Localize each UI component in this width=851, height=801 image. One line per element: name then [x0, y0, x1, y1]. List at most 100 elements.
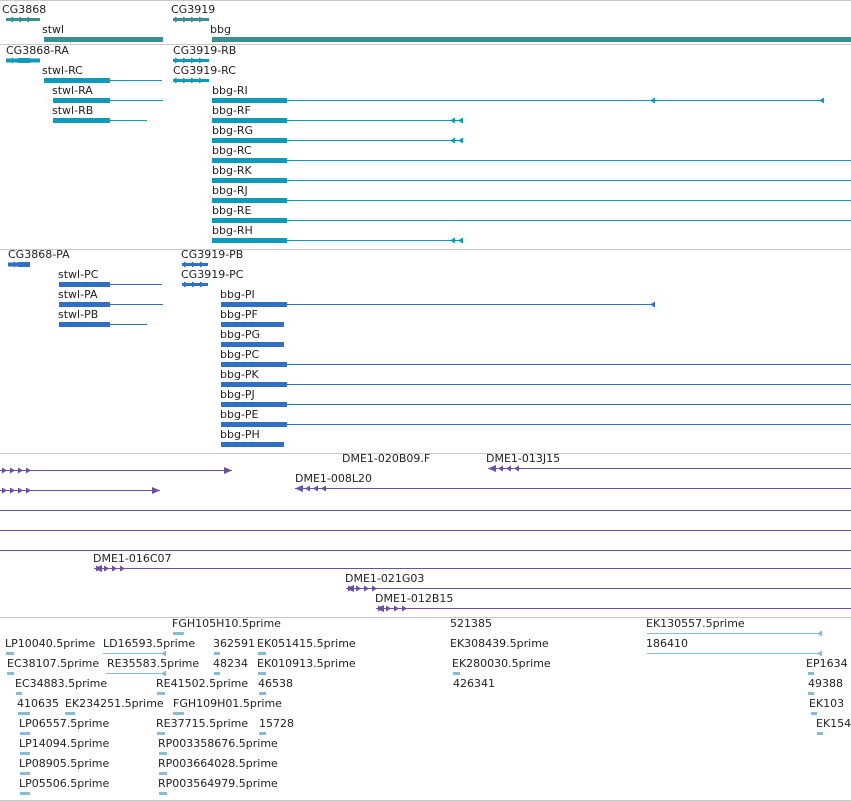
- feature-re37715-5prime[interactable]: RE37715.5prime: [0, 717, 851, 737]
- strand-arrow: [231, 361, 236, 368]
- feature-label: bbg-PK: [220, 368, 259, 381]
- feature-410635[interactable]: 410635: [0, 697, 851, 717]
- strand-arrow: [61, 321, 66, 328]
- feature-bbg-re[interactable]: bbg-RE: [0, 204, 851, 224]
- feature-bbg-rg[interactable]: bbg-RG: [0, 124, 851, 144]
- feature-ek051415-5prime[interactable]: EK051415.5prime: [0, 637, 851, 657]
- feature-bbg-rh[interactable]: bbg-RH: [0, 224, 851, 244]
- feature-dme1-012b15[interactable]: DME1-012B15: [0, 592, 851, 612]
- feature-cg3919-pb[interactable]: CG3919-PB: [0, 248, 851, 268]
- feature-lp08905-5prime[interactable]: LP08905.5prime: [0, 757, 851, 777]
- feature-dme1-020b09-f[interactable]: DME1-020B09.F: [0, 452, 851, 472]
- feature-label: bbg-PC: [220, 348, 260, 361]
- feature-bbg-rf[interactable]: bbg-RF: [0, 104, 851, 124]
- feature-re41502-5prime[interactable]: RE41502.5prime: [0, 677, 851, 697]
- feature-521385[interactable]: 521385: [0, 617, 851, 637]
- feature-bbg-rj[interactable]: bbg-RJ: [0, 184, 851, 204]
- feature-ek280030-5prime[interactable]: EK280030.5prime: [0, 657, 851, 677]
- feature-lp06557-5prime[interactable]: LP06557.5prime: [0, 717, 851, 737]
- feature-bbg-ri[interactable]: bbg-RI: [0, 84, 851, 104]
- strand-arrow: [77, 281, 82, 288]
- feature-bbg-pc[interactable]: bbg-PC: [0, 348, 851, 368]
- exon-block: [453, 672, 460, 675]
- feature-ek103[interactable]: EK103: [0, 697, 851, 717]
- feature-glyph: [6, 652, 14, 655]
- feature-ek308439-5prime[interactable]: EK308439.5prime: [0, 637, 851, 657]
- feature-fgh105h10-5prime[interactable]: FGH105H10.5prime: [0, 617, 851, 637]
- feature-lp10040-5prime[interactable]: LP10040.5prime: [0, 637, 851, 657]
- feature-bbg-pk[interactable]: bbg-PK: [0, 368, 851, 388]
- feature-stwl-ra[interactable]: stwl-RA: [0, 84, 851, 104]
- feature-bbg-pf[interactable]: bbg-PF: [0, 308, 851, 328]
- feature-glyph: [647, 650, 822, 657]
- feature-unlabeled[interactable]: [0, 454, 851, 474]
- exon-block: [221, 322, 284, 327]
- strand-arrow: [247, 421, 252, 428]
- feature-unlabeled[interactable]: [0, 494, 851, 514]
- feature-lp05506-5prime[interactable]: LP05506.5prime: [0, 777, 851, 797]
- feature-bbg-pe[interactable]: bbg-PE: [0, 408, 851, 428]
- feature-rp003358676-5prime[interactable]: RP003358676.5prime: [0, 737, 851, 757]
- feature-rp003564979-5prime[interactable]: RP003564979.5prime: [0, 777, 851, 797]
- feature-dme1-021g03[interactable]: DME1-021G03: [0, 572, 851, 592]
- feature-bbg-pg[interactable]: bbg-PG: [0, 328, 851, 348]
- feature-ec38107-5prime[interactable]: EC38107.5prime: [0, 657, 851, 677]
- strand-arrow: [77, 301, 82, 308]
- feature-fgh109h01-5prime[interactable]: FGH109H01.5prime: [0, 697, 851, 717]
- feature-dme1-016c07[interactable]: DME1-016C07: [0, 552, 851, 572]
- feature-ek154[interactable]: EK154: [0, 717, 851, 737]
- feature-ep1634[interactable]: EP1634: [0, 657, 851, 677]
- feature-cg3919-pc[interactable]: CG3919-PC: [0, 268, 851, 288]
- feature-bbg-ph[interactable]: bbg-PH: [0, 428, 851, 448]
- feature-lp14094-5prime[interactable]: LP14094.5prime: [0, 737, 851, 757]
- intron-line: [287, 240, 461, 241]
- feature-stwl[interactable]: stwl: [0, 23, 851, 43]
- strand-arrow: [175, 57, 180, 64]
- feature-cg3919-rb[interactable]: CG3919-RB: [0, 44, 851, 64]
- feature-cg3868-pa[interactable]: CG3868-PA: [0, 248, 851, 268]
- feature-stwl-pb[interactable]: stwl-PB: [0, 308, 851, 328]
- feature-bbg-rc[interactable]: bbg-RC: [0, 144, 851, 164]
- feature-49388[interactable]: 49388: [0, 677, 851, 697]
- feature-dme1-008l20[interactable]: DME1-008L20: [0, 472, 851, 492]
- feature-46538[interactable]: 46538: [0, 677, 851, 697]
- feature-unlabeled[interactable]: [0, 534, 851, 554]
- feature-ek130557-5prime[interactable]: EK130557.5prime: [0, 617, 851, 637]
- feature-cg3868[interactable]: CG3868: [0, 3, 851, 23]
- feature-stwl-rc[interactable]: stwl-RC: [0, 64, 851, 84]
- feature-stwl-rb[interactable]: stwl-RB: [0, 104, 851, 124]
- feature-unlabeled[interactable]: [0, 514, 851, 534]
- feature-glyph: [7, 672, 14, 675]
- feature-bbg-pj[interactable]: bbg-PJ: [0, 388, 851, 408]
- feature-glyph: [488, 465, 851, 472]
- feature-rp003664028-5prime[interactable]: RP003664028.5prime: [0, 757, 851, 777]
- feature-cg3919[interactable]: CG3919: [0, 3, 851, 23]
- feature-unlabeled[interactable]: [0, 474, 851, 494]
- feature-stwl-pc[interactable]: stwl-PC: [0, 268, 851, 288]
- feature-426341[interactable]: 426341: [0, 677, 851, 697]
- feature-glyph: [65, 712, 75, 715]
- intron-line: [287, 364, 851, 365]
- feature-362591[interactable]: 362591: [0, 637, 851, 657]
- feature-bbg-pi[interactable]: bbg-PI: [0, 288, 851, 308]
- feature-ek010913-5prime[interactable]: EK010913.5prime: [0, 657, 851, 677]
- feature-186410[interactable]: 186410: [0, 637, 851, 657]
- feature-dme1-013j15[interactable]: DME1-013J15: [0, 452, 851, 472]
- exon-block: [258, 652, 266, 655]
- feature-15728[interactable]: 15728: [0, 717, 851, 737]
- feature-ek234251-5prime[interactable]: EK234251.5prime: [0, 697, 851, 717]
- feature-48234[interactable]: 48234: [0, 657, 851, 677]
- feature-ec34883-5prime[interactable]: EC34883.5prime: [0, 677, 851, 697]
- feature-cg3868-ra[interactable]: CG3868-RA: [0, 44, 851, 64]
- feature-cg3919-rc[interactable]: CG3919-RC: [0, 64, 851, 84]
- feature-bbg-rk[interactable]: bbg-RK: [0, 164, 851, 184]
- feature-label: DME1-012B15: [375, 592, 454, 605]
- strand-arrow: [222, 137, 227, 144]
- feature-glyph: [214, 672, 220, 675]
- feature-re35583-5prime[interactable]: RE35583.5prime: [0, 657, 851, 677]
- strand-arrow: [62, 77, 67, 84]
- feature-stwl-pa[interactable]: stwl-PA: [0, 288, 851, 308]
- strand-arrow: [8, 57, 13, 64]
- feature-bbg[interactable]: bbg: [0, 23, 851, 43]
- feature-ld16593-5prime[interactable]: LD16593.5prime: [0, 637, 851, 657]
